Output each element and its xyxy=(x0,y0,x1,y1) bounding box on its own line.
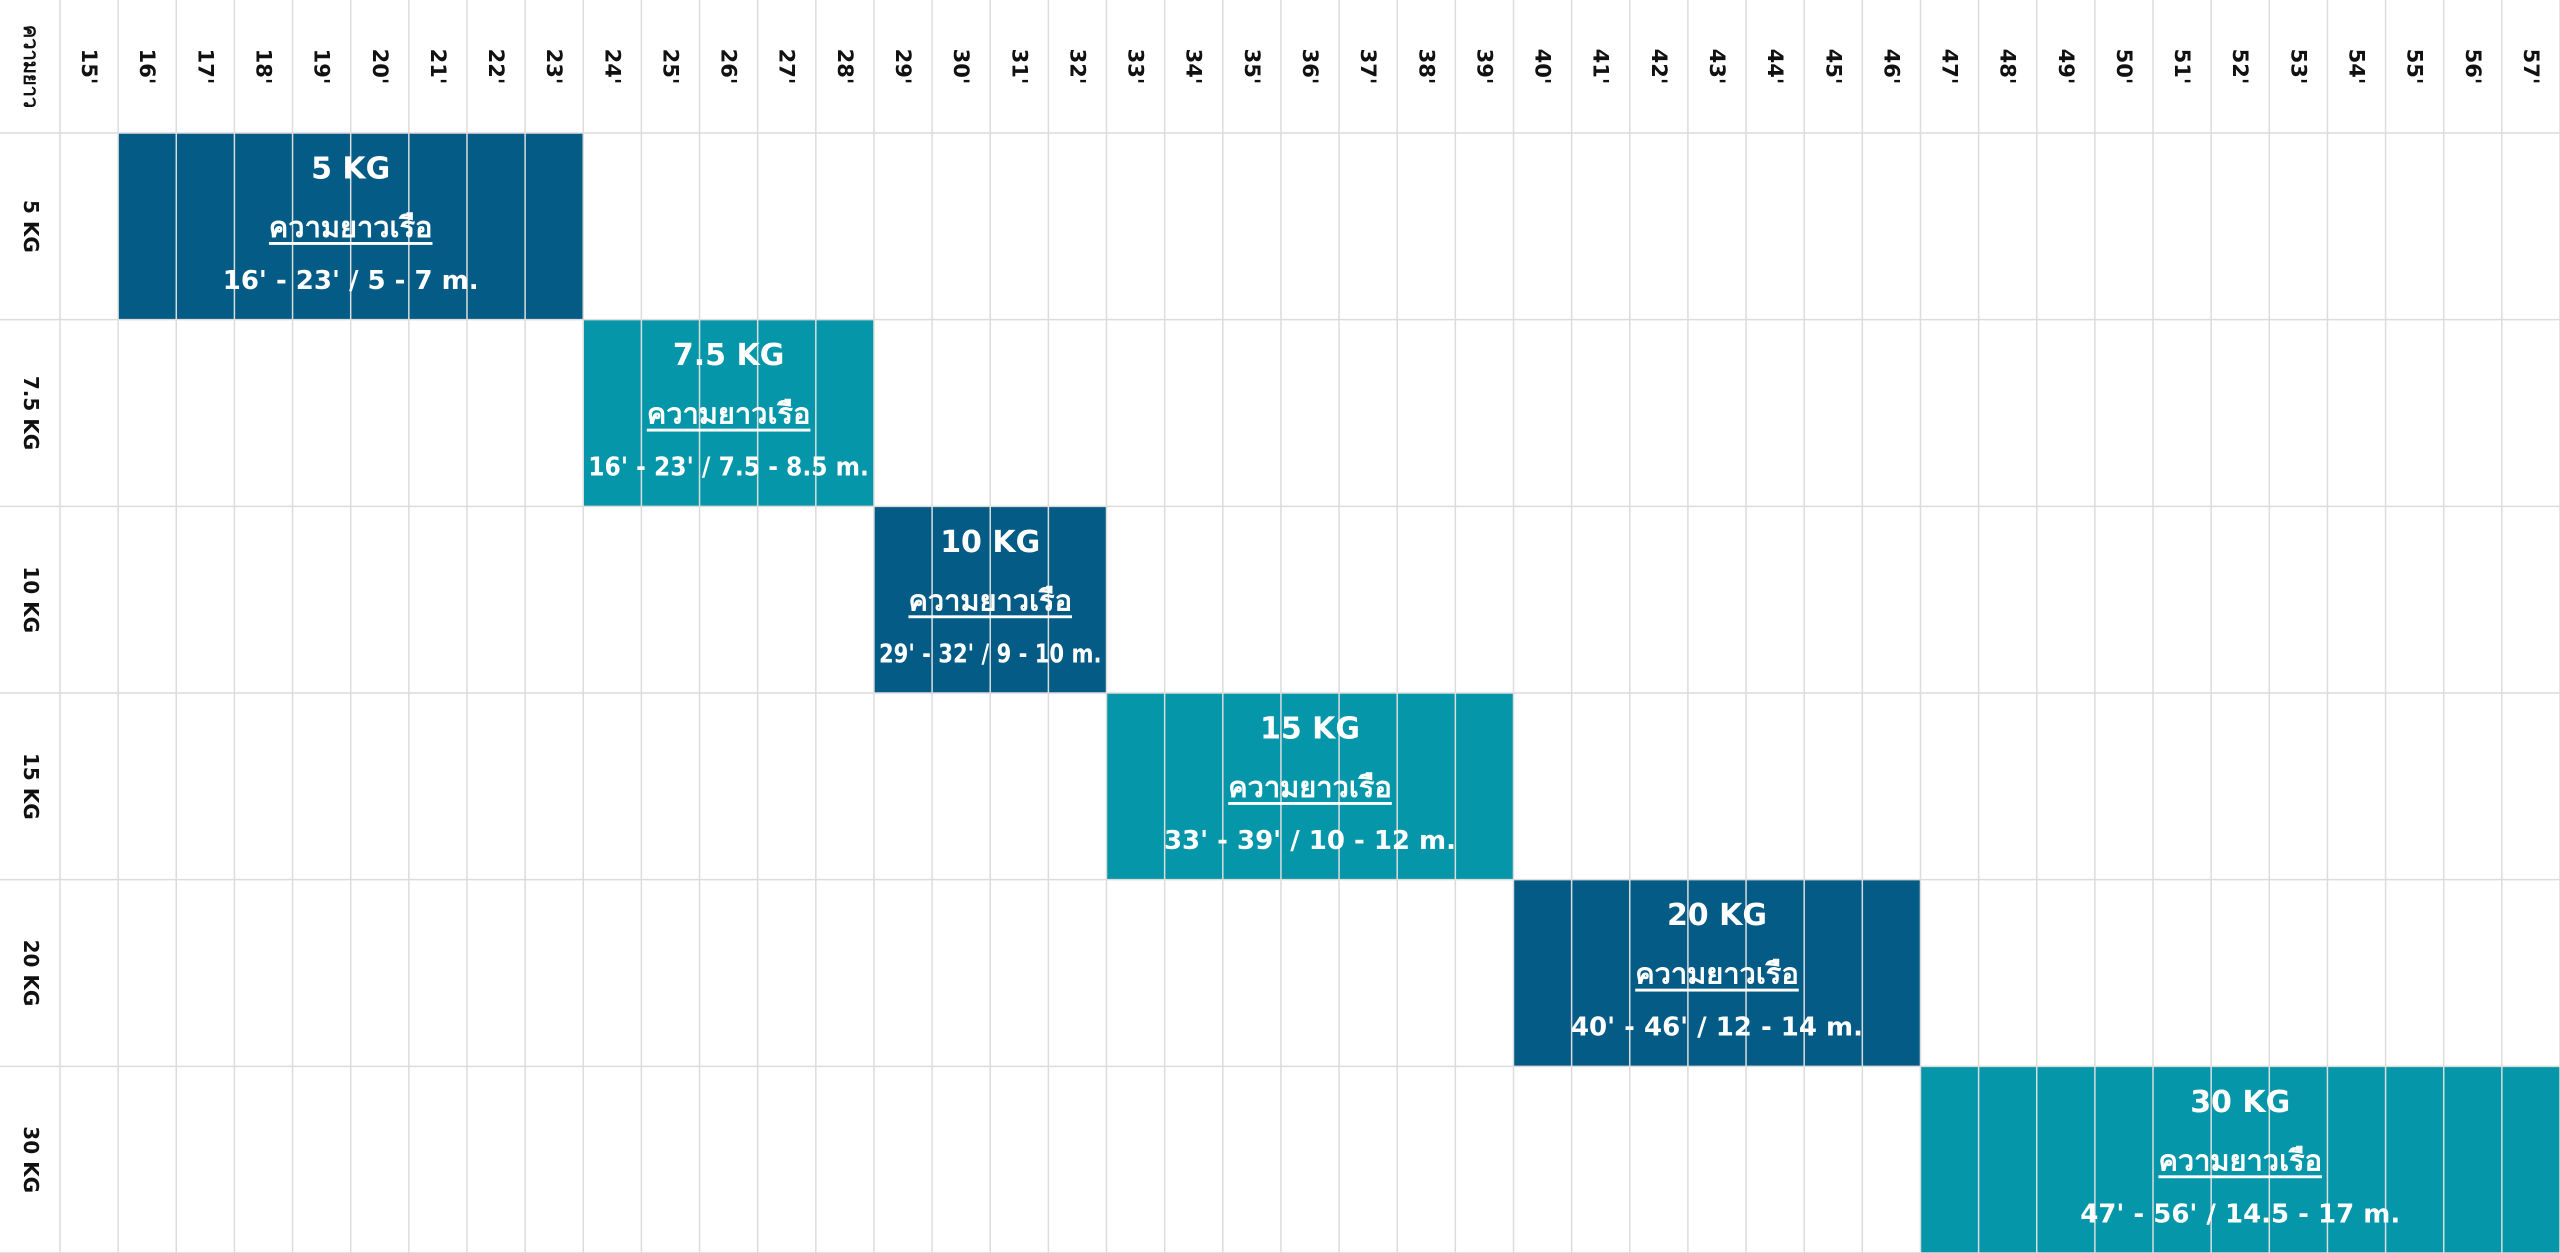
block-heading-label: ความยาวเรือ xyxy=(908,583,1072,617)
column-header-label: 23' xyxy=(542,49,566,85)
row-header-label: 20 KG xyxy=(19,940,43,1007)
row-header-label: 15 KG xyxy=(19,753,43,820)
column-header-label: 43' xyxy=(1705,49,1729,85)
block-heading-label: ความยาวเรือ xyxy=(2158,1143,2322,1177)
column-header-label: 36' xyxy=(1298,49,1322,85)
column-header-label: 34' xyxy=(1182,49,1206,85)
block-range-label: 29' - 32' / 9 - 10 m. xyxy=(879,639,1102,669)
column-header-label: 35' xyxy=(1240,49,1264,85)
block-heading-label: ความยาวเรือ xyxy=(269,210,433,244)
block-range-label: 16' - 23' / 5 - 7 m. xyxy=(223,266,479,296)
column-header-label: 51' xyxy=(2170,49,2194,85)
weight-block-5 xyxy=(1920,1066,2560,1253)
column-header-label: 22' xyxy=(484,49,508,85)
column-header-label: 44' xyxy=(1763,49,1787,85)
block-range-label: 40' - 46' / 12 - 14 m. xyxy=(1571,1013,1863,1043)
column-header-label: 30' xyxy=(949,49,973,85)
column-header-label: 28' xyxy=(833,49,857,85)
weight-block-1 xyxy=(583,319,874,507)
column-header-label: 56' xyxy=(2461,49,2485,85)
column-header-label: 38' xyxy=(1414,49,1438,85)
column-header-label: 19' xyxy=(310,49,334,85)
column-header-label: 33' xyxy=(1124,49,1148,85)
column-header-label: 27' xyxy=(775,49,799,85)
column-header-label: 37' xyxy=(1356,49,1380,85)
column-header-label: 47' xyxy=(1938,49,1962,85)
column-header-label: 21' xyxy=(426,49,450,85)
row-header-label: 5 KG xyxy=(19,200,43,253)
corner-header-label: ความยาว xyxy=(19,25,43,108)
weight-block-3 xyxy=(1106,693,1514,880)
row-header-label: 30 KG xyxy=(19,1126,43,1193)
block-heading-label: ความยาวเรือ xyxy=(647,397,811,431)
column-header-label: 31' xyxy=(1007,49,1031,85)
column-header-label: 54' xyxy=(2345,49,2369,85)
block-range-label: 16' - 23' / 7.5 - 8.5 m. xyxy=(588,453,869,483)
column-header-label: 48' xyxy=(1996,49,2020,85)
column-header-label: 55' xyxy=(2403,49,2427,85)
block-weight-label: 5 KG xyxy=(311,152,390,187)
block-weight-label: 20 KG xyxy=(1667,898,1767,933)
block-heading-label: ความยาวเรือ xyxy=(1228,770,1392,804)
column-header-label: 57' xyxy=(2519,49,2543,85)
block-range-label: 47' - 56' / 14.5 - 17 m. xyxy=(2080,1199,2400,1229)
block-weight-label: 30 KG xyxy=(2190,1085,2290,1120)
column-header-label: 50' xyxy=(2112,49,2136,85)
column-header-label: 39' xyxy=(1472,49,1496,85)
block-weight-label: 10 KG xyxy=(940,525,1040,560)
block-weight-label: 7.5 KG xyxy=(673,338,784,373)
column-header-label: 42' xyxy=(1647,49,1671,85)
row-header-label: 10 KG xyxy=(19,566,43,633)
block-weight-label: 15 KG xyxy=(1260,712,1360,747)
weight-block-4 xyxy=(1513,879,1921,1067)
column-header-label: 24' xyxy=(600,49,624,85)
column-header-label: 15' xyxy=(77,49,101,85)
column-header-label: 46' xyxy=(1879,49,1903,85)
column-header-label: 25' xyxy=(658,49,682,85)
column-header-label: 18' xyxy=(251,49,275,85)
block-text-layer: 5 KG ความยาวเรือ 16' - 23' / 5 - 7 m. 7.5 K… xyxy=(223,152,2400,1230)
column-header-label: 40' xyxy=(1531,49,1555,85)
block-range-label: 33' - 39' / 10 - 12 m. xyxy=(1164,826,1456,856)
column-header-label: 16' xyxy=(135,49,159,85)
row-header-label: 7.5 KG xyxy=(19,376,43,450)
column-header-label: 49' xyxy=(2054,49,2078,85)
column-header-label: 53' xyxy=(2286,49,2310,85)
column-header-label: 45' xyxy=(1821,49,1845,85)
labels-layer: ความยาว 15' 16' 17' 18' 19' 20' 21' 22' 23' 24' 25'… xyxy=(19,25,2543,1193)
column-header-label: 17' xyxy=(193,49,217,85)
column-header-label: 41' xyxy=(1589,49,1613,85)
column-header-label: 26' xyxy=(717,49,741,85)
block-heading-label: ความยาวเรือ xyxy=(1635,957,1799,991)
column-header-label: 29' xyxy=(891,49,915,85)
column-header-label: 32' xyxy=(1065,49,1089,85)
column-header-label: 52' xyxy=(2228,49,2252,85)
column-header-label: 20' xyxy=(368,49,392,85)
blocks-layer xyxy=(118,133,2560,1253)
